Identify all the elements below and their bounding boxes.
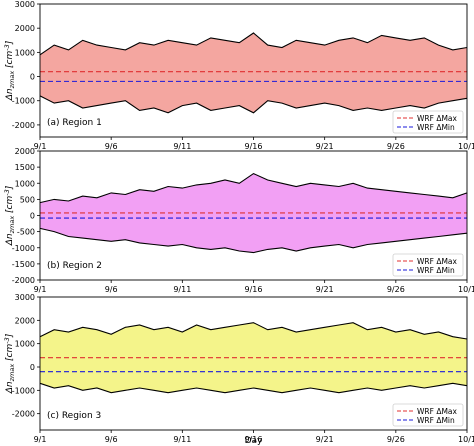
x-tick-label: 9/6 bbox=[105, 285, 118, 294]
y-axis-label: Δnzmax [cm-3] bbox=[3, 333, 16, 394]
y-tick-label: -2000 bbox=[12, 121, 35, 130]
x-tick-label: 9/1 bbox=[34, 285, 47, 294]
y-tick-label: 3000 bbox=[15, 0, 35, 9]
x-axis-label: Day bbox=[245, 436, 263, 446]
chart-panel-2: -2000 -1500 -1000 -500 0 500 1000 1500 2000 9/1 9/… bbox=[3, 147, 474, 294]
range-fill bbox=[40, 322, 467, 393]
lower-envelope-line bbox=[39, 382, 468, 394]
legend-label: WRF ΔMax bbox=[417, 114, 458, 123]
y-tick-label: 1000 bbox=[15, 340, 35, 349]
x-tick-label: 9/1 bbox=[34, 142, 47, 151]
y-tick-label: 3000 bbox=[15, 293, 35, 302]
x-tick-label: 10/1 bbox=[458, 285, 474, 294]
panel-label: (c) Region 3 bbox=[47, 411, 101, 421]
x-tick-label: 9/21 bbox=[316, 435, 334, 444]
y-tick-label: 0 bbox=[30, 73, 35, 82]
panel-label: (b) Region 2 bbox=[47, 261, 102, 271]
x-tick-label: 9/16 bbox=[245, 285, 263, 294]
legend-label: WRF ΔMax bbox=[417, 257, 458, 266]
chart-panel-3: -2000 -1000 0 1000 2000 3000 9/1 9/6 9/11 9/16 9/2… bbox=[3, 293, 474, 446]
y-tick-label: -1000 bbox=[12, 386, 35, 395]
y-tick-label: 2000 bbox=[15, 147, 35, 156]
y-tick-label: -1500 bbox=[12, 260, 35, 269]
x-tick-label: 9/1 bbox=[34, 435, 47, 444]
x-tick-label: 9/21 bbox=[316, 142, 334, 151]
y-tick-label: 500 bbox=[20, 195, 35, 204]
legend-label: WRF ΔMax bbox=[417, 407, 458, 416]
y-tick-label: -500 bbox=[17, 228, 35, 237]
range-fill bbox=[40, 33, 467, 113]
y-tick-label: 0 bbox=[30, 363, 35, 372]
legend-label: WRF ΔMin bbox=[417, 123, 455, 132]
x-tick-label: 9/26 bbox=[387, 435, 405, 444]
y-tick-label: 1000 bbox=[15, 48, 35, 57]
x-tick-label: 9/11 bbox=[173, 142, 191, 151]
y-tick-label: -1000 bbox=[12, 244, 35, 253]
y-axis-label: Δnzmax [cm-3] bbox=[3, 185, 16, 246]
legend-label: WRF ΔMin bbox=[417, 416, 455, 425]
x-tick-label: 9/6 bbox=[105, 435, 118, 444]
y-tick-label: 1000 bbox=[15, 179, 35, 188]
x-tick-label: 9/21 bbox=[316, 285, 334, 294]
y-tick-label: 2000 bbox=[15, 24, 35, 33]
panel-label: (a) Region 1 bbox=[47, 118, 102, 128]
upper-envelope-line bbox=[39, 322, 468, 340]
x-tick-label: 9/16 bbox=[245, 142, 263, 151]
y-tick-label: -2000 bbox=[12, 276, 35, 285]
x-tick-label: 10/1 bbox=[458, 142, 474, 151]
range-fill bbox=[40, 173, 467, 253]
y-tick-label: -1000 bbox=[12, 97, 35, 106]
x-tick-label: 9/6 bbox=[105, 142, 118, 151]
y-tick-label: 1500 bbox=[15, 163, 35, 172]
x-tick-label: 9/26 bbox=[387, 142, 405, 151]
x-tick-label: 9/26 bbox=[387, 285, 405, 294]
y-tick-label: -2000 bbox=[12, 410, 35, 419]
y-tick-label: 2000 bbox=[15, 316, 35, 325]
chart-panel-1: -2000 -1000 0 1000 2000 3000 9/1 9/6 9/11 9/16 9/2… bbox=[3, 0, 474, 151]
x-tick-label: 9/16 bbox=[245, 435, 263, 444]
upper-envelope-line bbox=[39, 32, 468, 56]
upper-envelope-line bbox=[39, 172, 468, 204]
y-tick-label: 0 bbox=[30, 212, 35, 221]
lower-envelope-line bbox=[39, 95, 468, 114]
x-tick-label: 9/11 bbox=[173, 285, 191, 294]
y-axis-label: Δnzmax [cm-3] bbox=[3, 40, 16, 101]
x-tick-label: 9/11 bbox=[173, 435, 191, 444]
legend-label: WRF ΔMin bbox=[417, 266, 455, 275]
lower-envelope-line bbox=[39, 227, 468, 254]
x-tick-label: 10/1 bbox=[458, 435, 474, 444]
